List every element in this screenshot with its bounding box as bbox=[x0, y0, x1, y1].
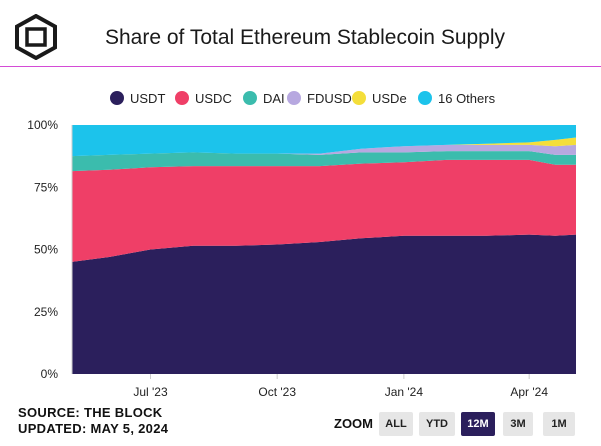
legend-item-16-others[interactable]: 16 Others bbox=[418, 88, 495, 108]
y-tick-label: 25% bbox=[34, 305, 58, 319]
source-note: SOURCE: THE BLOCK bbox=[18, 405, 163, 420]
x-tick-label: Apr '24 bbox=[510, 385, 548, 399]
y-tick-label: 50% bbox=[34, 243, 58, 257]
legend-swatch bbox=[287, 91, 301, 105]
legend-label: USDC bbox=[195, 90, 232, 106]
legend-label: DAI bbox=[263, 90, 285, 106]
x-tick-label: Jan '24 bbox=[385, 385, 424, 399]
the-block-logo bbox=[15, 14, 57, 60]
area-series-usdc bbox=[72, 159, 576, 262]
legend-label: FDUSD bbox=[307, 90, 352, 106]
legend-item-usde[interactable]: USDe bbox=[352, 88, 407, 108]
zoom-label: ZOOM bbox=[334, 416, 373, 431]
legend-swatch bbox=[110, 91, 124, 105]
legend-swatch bbox=[352, 91, 366, 105]
area-series-fdusd bbox=[72, 144, 576, 157]
x-tick-label: Oct '23 bbox=[258, 385, 296, 399]
zoom-button-all[interactable]: ALL bbox=[379, 412, 413, 436]
area-series-16-others bbox=[72, 125, 576, 157]
x-tick-label: Jul '23 bbox=[133, 385, 168, 399]
zoom-button-ytd[interactable]: YTD bbox=[419, 412, 455, 436]
y-tick-label: 75% bbox=[34, 180, 58, 194]
y-tick-label: 100% bbox=[27, 118, 58, 132]
updated-note: UPDATED: MAY 5, 2024 bbox=[18, 421, 169, 436]
zoom-button-12m[interactable]: 12M bbox=[461, 412, 495, 436]
legend-item-dai[interactable]: DAI bbox=[243, 88, 285, 108]
title-divider bbox=[0, 66, 601, 67]
legend-item-usdc[interactable]: USDC bbox=[175, 88, 232, 108]
legend-label: USDe bbox=[372, 90, 407, 106]
stacked-area-chart: 0% 25% 50% 75% 100% Jul '23 Oct '23 Jan '24 Apr … bbox=[27, 118, 576, 399]
legend-swatch bbox=[175, 91, 189, 105]
zoom-button-3m[interactable]: 3M bbox=[503, 412, 533, 436]
chart-legend: USDT USDC DAI FDUSD USDe 16 Others bbox=[0, 88, 601, 108]
area-series-dai bbox=[72, 151, 576, 172]
area-series-usdt bbox=[72, 234, 576, 374]
chart-title: Share of Total Ethereum Stablecoin Suppl… bbox=[105, 26, 506, 49]
legend-item-fdusd[interactable]: FDUSD bbox=[287, 88, 352, 108]
legend-swatch bbox=[418, 91, 432, 105]
legend-item-usdt[interactable]: USDT bbox=[110, 88, 165, 108]
legend-label: USDT bbox=[130, 90, 166, 106]
y-tick-label: 0% bbox=[41, 367, 59, 381]
legend-label: 16 Others bbox=[438, 90, 496, 106]
legend-swatch bbox=[243, 91, 257, 105]
zoom-button-1m[interactable]: 1M bbox=[543, 412, 575, 436]
